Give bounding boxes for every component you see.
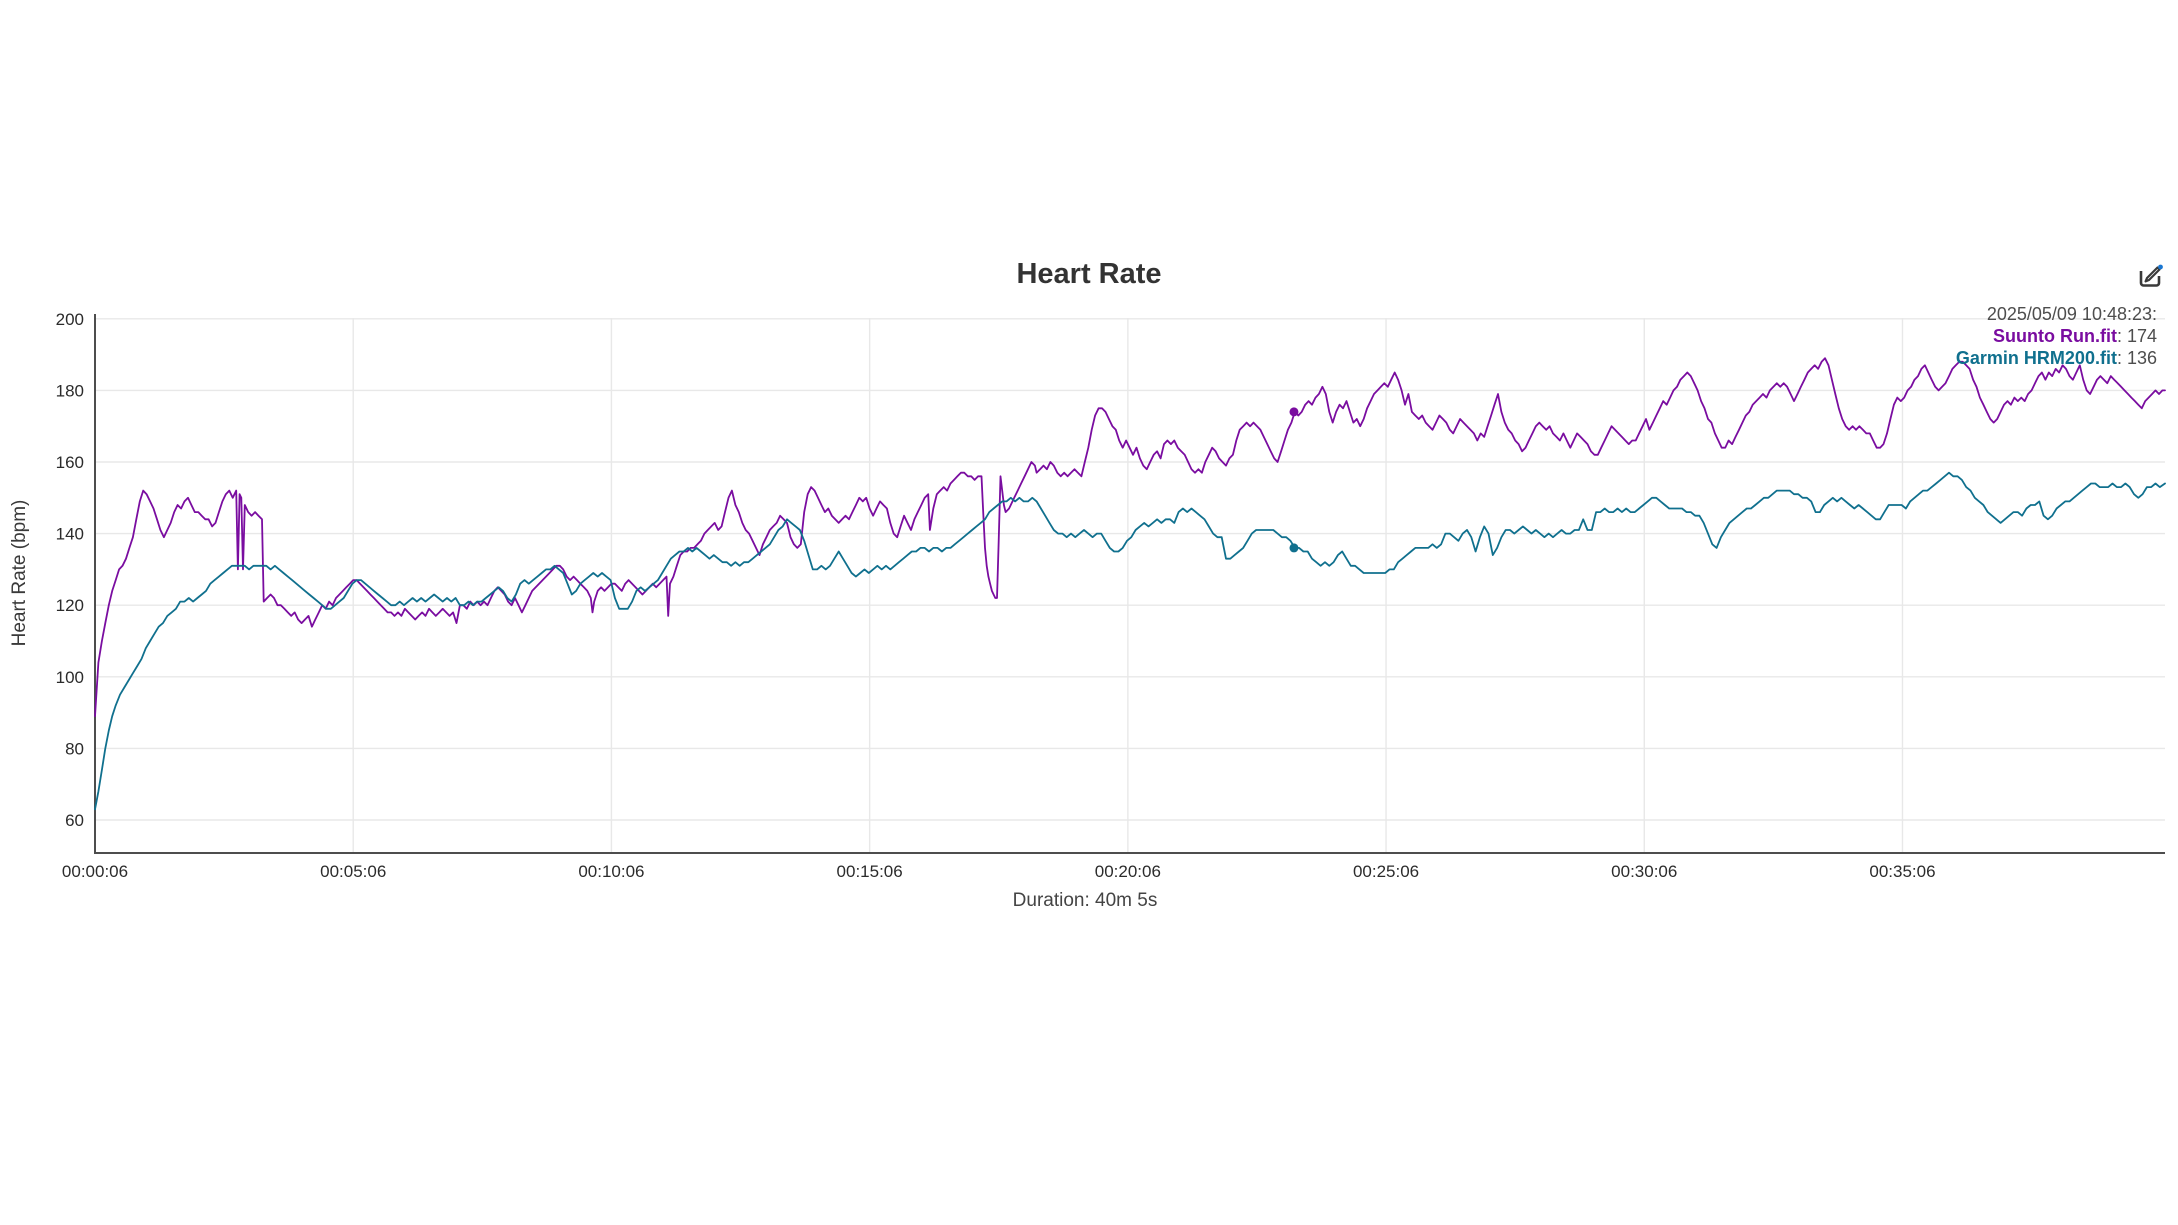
- edit-icon-accent-dot: [2158, 264, 2163, 270]
- x-tick-label: 00:30:06: [1611, 862, 1677, 881]
- x-tick-label: 00:10:06: [578, 862, 644, 881]
- y-axis-title: Heart Rate (bpm): [9, 499, 30, 647]
- x-tick-label: 00:20:06: [1095, 862, 1161, 881]
- y-tick-label: 60: [65, 811, 84, 830]
- y-tick-label: 100: [56, 668, 84, 687]
- y-tick-label: 180: [56, 381, 84, 400]
- y-tick-label: 160: [56, 453, 84, 472]
- hover-dot-series1: [1289, 407, 1299, 417]
- legend-series2-value: : 136: [2116, 348, 2157, 368]
- heart-rate-plot-area[interactable]: 200 180 160 140 120 100 80 60 00:00:06 00:05:06 00…: [0, 0, 2178, 920]
- y-tick-label: 140: [56, 525, 84, 544]
- x-tick-label: 00:05:06: [320, 862, 386, 881]
- x-tick-label: 00:15:06: [837, 862, 903, 881]
- x-axis-title: Duration: 40m 5s: [1012, 890, 1158, 911]
- series-line-2[interactable]: [94, 471, 2166, 811]
- legend-series2-row: Garmin HRM200.fit: 136: [1956, 347, 2157, 369]
- legend-datetime: 2025/05/09 10:48:23:: [1986, 304, 2157, 324]
- hover-legend: 2025/05/09 10:48:23: Suunto Run.fit: 174…: [1956, 303, 2157, 369]
- y-tick-label: 80: [65, 739, 84, 758]
- edit-icon-pencil: [2144, 266, 2161, 283]
- y-tick-label: 200: [56, 310, 84, 329]
- legend-series1-row: Suunto Run.fit: 174: [1956, 325, 2157, 347]
- series-line-1[interactable]: [94, 357, 2166, 718]
- edit-icon-frame: [2139, 271, 2161, 287]
- edit-chart-icon[interactable]: [2136, 262, 2164, 290]
- x-tick-label: 00:00:06: [62, 862, 128, 881]
- hover-dot-series2: [1289, 543, 1299, 553]
- legend-series2-name: Garmin HRM200.fit: [1955, 348, 2117, 368]
- legend-series1-value: : 174: [2116, 326, 2157, 346]
- y-tick-label: 120: [56, 596, 84, 615]
- x-tick-label: 00:25:06: [1353, 862, 1419, 881]
- legend-series1-name: Suunto Run.fit: [1992, 326, 2117, 346]
- x-tick-label: 00:35:06: [1869, 862, 1935, 881]
- chart-title: Heart Rate: [1016, 258, 1162, 290]
